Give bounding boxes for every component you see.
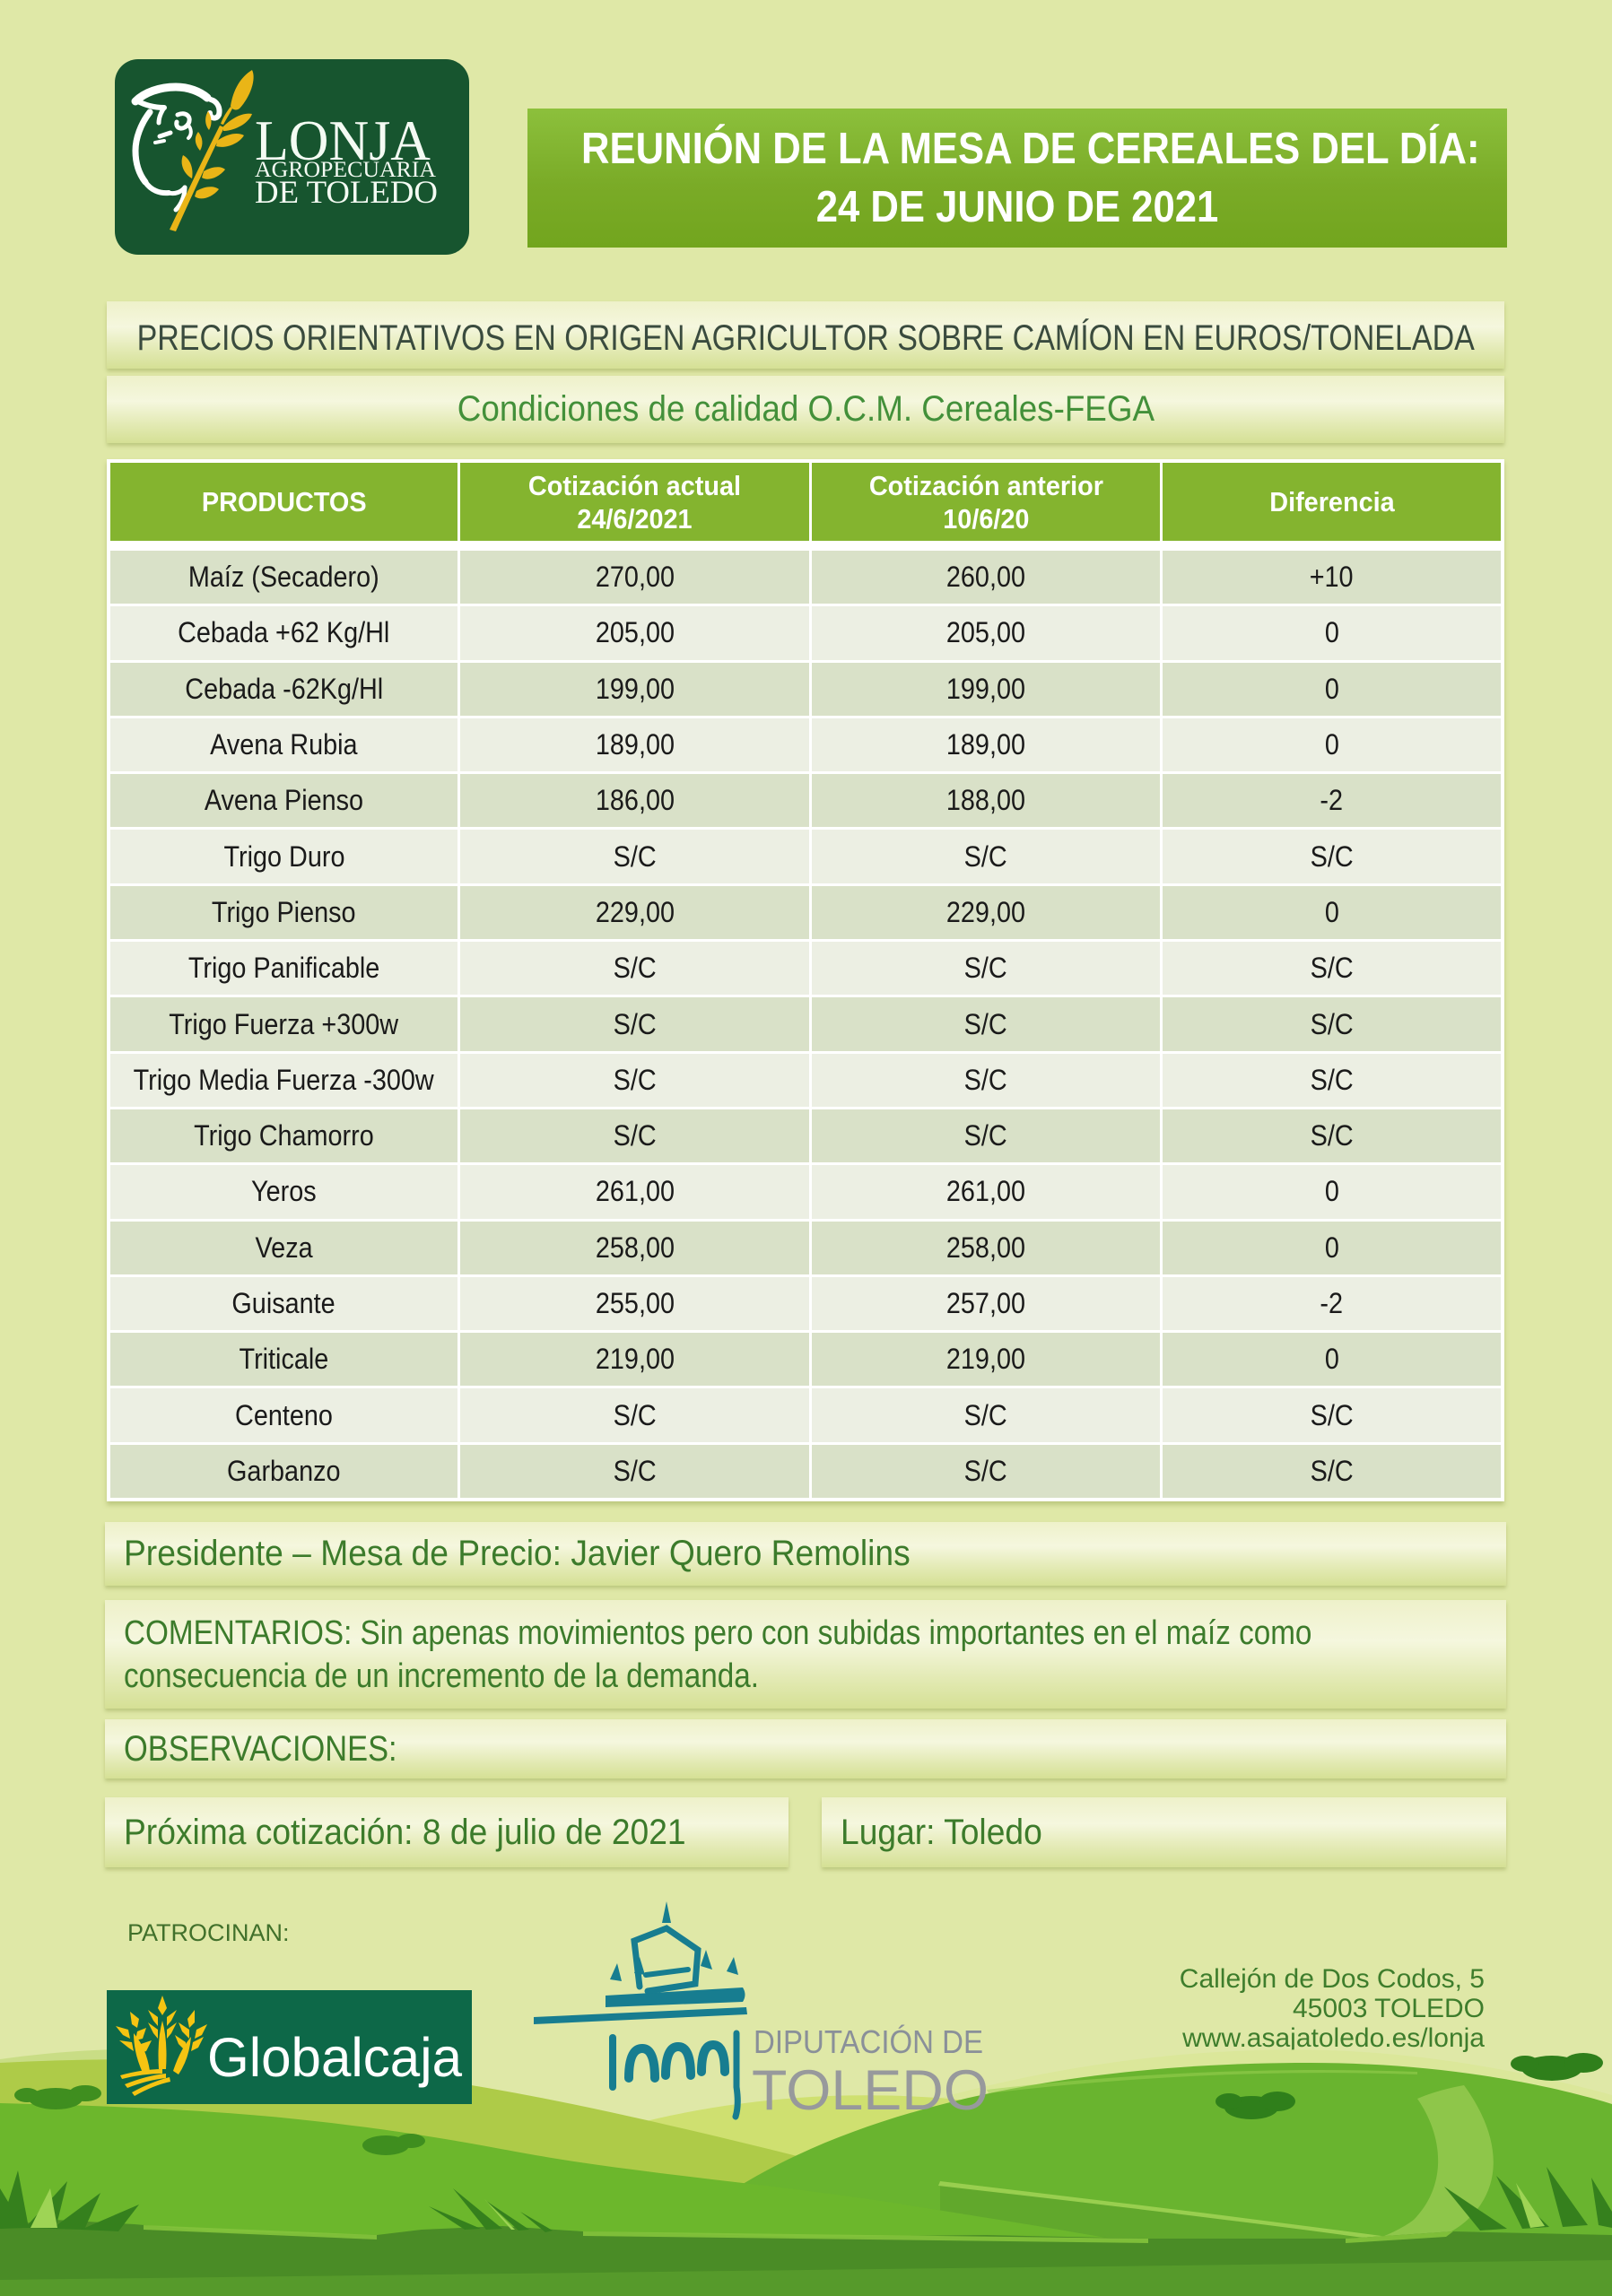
svg-text:TOLEDO: TOLEDO — [752, 2059, 989, 2122]
svg-text:LONJA: LONJA — [255, 109, 431, 172]
svg-text:AGROPECUARIA: AGROPECUARIA — [255, 158, 436, 182]
svg-text:DE TOLEDO: DE TOLEDO — [255, 174, 438, 210]
svg-text:DIPUTACIÓN DE: DIPUTACIÓN DE — [754, 2023, 983, 2060]
svg-text:Globalcaja: Globalcaja — [207, 2027, 462, 2088]
